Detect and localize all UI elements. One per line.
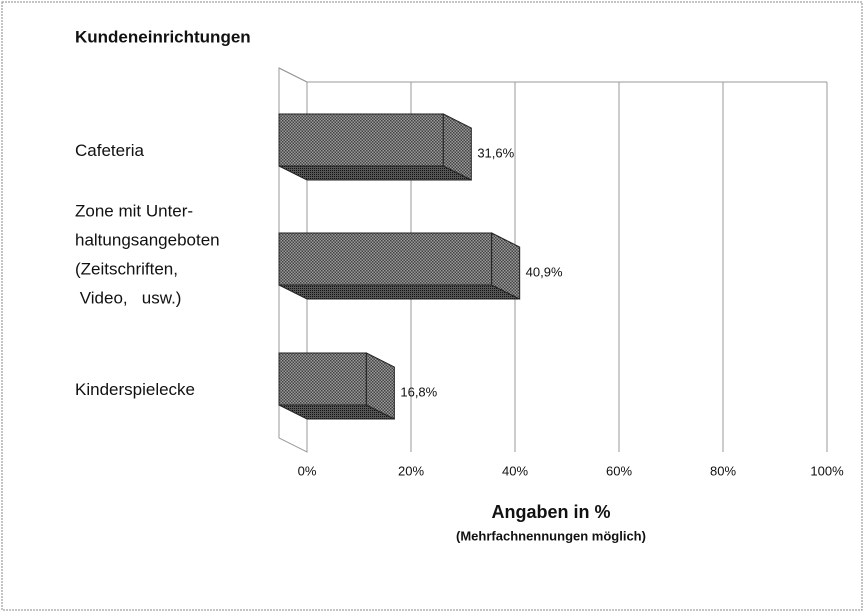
x-tick-label: 100% xyxy=(810,463,844,478)
bar-bottom xyxy=(278,284,520,300)
bar-end xyxy=(491,232,521,300)
value-label: 16,8% xyxy=(400,384,437,399)
bar-face xyxy=(278,113,444,167)
category-label: Cafeteria xyxy=(75,141,145,160)
category-label: Kinderspielecke xyxy=(75,380,195,399)
category-label: Zone mit Unter-haltungsangeboten (Zeitsch… xyxy=(75,202,220,308)
bar-bottom xyxy=(278,165,472,181)
value-label: 40,9% xyxy=(526,264,563,279)
x-tick-label: 40% xyxy=(502,463,528,478)
chart-title: Kundeneinrichtungen xyxy=(75,27,251,46)
x-tick-label: 80% xyxy=(710,463,736,478)
value-label: 31,6% xyxy=(477,145,514,160)
x-tick-label: 20% xyxy=(398,463,424,478)
bar-face xyxy=(278,352,367,406)
note: (Mehrfachnennungen möglich) xyxy=(456,528,646,543)
bar-end xyxy=(365,352,395,420)
bar xyxy=(278,352,395,420)
bar xyxy=(278,113,472,181)
top-frame xyxy=(278,67,308,83)
x-axis-label: Angaben in % xyxy=(491,502,610,522)
x-tick-label: 0% xyxy=(298,463,317,478)
bar xyxy=(278,232,521,300)
x-tick-label: 60% xyxy=(606,463,632,478)
bar-end xyxy=(442,113,472,181)
bar-face xyxy=(278,232,493,286)
